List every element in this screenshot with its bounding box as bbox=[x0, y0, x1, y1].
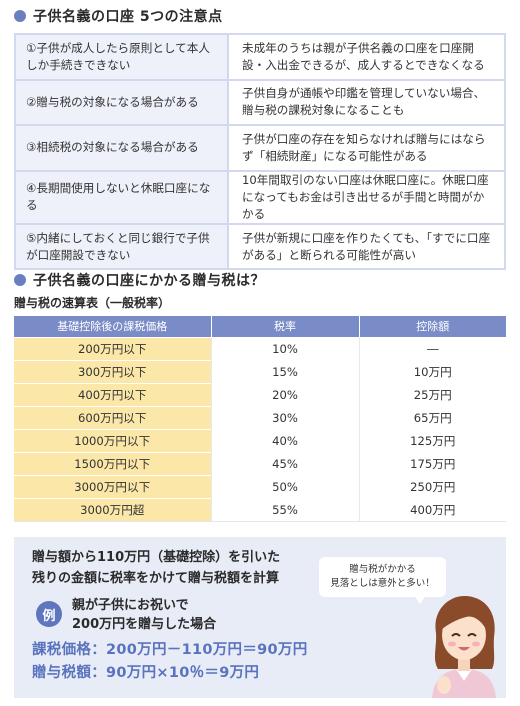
case-line: 親が子供にお祝いで bbox=[72, 598, 189, 613]
cell-amount: 3000万円超 bbox=[14, 498, 211, 523]
calc-tax-amount: 贈与税額：90万円×10％＝9万円 bbox=[32, 665, 260, 681]
caution-detail: 子供自身が通帳や印鑑を管理していない場合、贈与税の課税対象になることも bbox=[227, 78, 506, 127]
section-title: 子供名義の口座にかかる贈与税は？ bbox=[33, 273, 265, 289]
bullet-dot-icon bbox=[14, 274, 26, 286]
cell-amount: 1500万円以下 bbox=[14, 451, 211, 476]
example-box: 贈与額から110万円（基礎控除）を引いた 残りの金額に税率をかけて贈与税額を計算… bbox=[14, 537, 506, 698]
cell-rate: 45% bbox=[210, 451, 359, 476]
cell-deduction: 250万円 bbox=[358, 475, 506, 499]
table-row: 3000万円以下 50% 250万円 bbox=[14, 475, 506, 499]
caution-point: ④長期間使用しないと休眠口座になる bbox=[14, 169, 229, 225]
table-row: ④長期間使用しないと休眠口座になる 10年間取引のない口座は休眠口座に。休眠口座… bbox=[14, 169, 506, 225]
cell-amount: 600万円以下 bbox=[14, 405, 211, 430]
cell-amount: 300万円以下 bbox=[14, 359, 211, 384]
section-heading-cautions: 子供名義の口座 5つの注意点 bbox=[14, 6, 223, 26]
bullet-dot-icon bbox=[14, 10, 26, 22]
case-line: 200万円を贈与した場合 bbox=[72, 617, 217, 632]
table-row: ⑤内緒にしておくと同じ銀行で子供が口座開設できない 子供が新規に口座を作りたくて… bbox=[14, 222, 506, 271]
table-row: 400万円以下 20% 25万円 bbox=[14, 382, 506, 407]
table-subtitle: 贈与税の速算表（一般税率） bbox=[14, 296, 171, 310]
section-heading-gift-tax: 子供名義の口座にかかる贈与税は？ bbox=[14, 270, 265, 290]
caution-point: ⑤内緒にしておくと同じ銀行で子供が口座開設できない bbox=[14, 222, 229, 271]
column-header: 控除額 bbox=[358, 316, 506, 337]
speech-bubble: 贈与税がかかる 見落としは意外と多い！ bbox=[319, 557, 446, 597]
caution-table: ①子供が成人したら原則として本人しか手続きできない 未成年のうちは親が子供名義の… bbox=[14, 33, 506, 271]
cell-rate: 30% bbox=[210, 405, 359, 430]
bubble-line: 贈与税がかかる bbox=[349, 564, 416, 575]
table-header-row: 基礎控除後の課税価格 税率 控除額 bbox=[14, 316, 506, 337]
cell-deduction: 175万円 bbox=[358, 451, 506, 476]
speech-bubble-tail-icon bbox=[414, 595, 426, 604]
cell-deduction: 400万円 bbox=[358, 498, 506, 523]
intro-line: 贈与額から110万円（基礎控除）を引いた bbox=[32, 550, 281, 565]
table-row: 200万円以下 10% ― bbox=[14, 336, 506, 361]
cell-deduction: 25万円 bbox=[358, 382, 506, 407]
table-row: ③相続税の対象になる場合がある 子供が口座の存在を知らなければ贈与にはならず「相… bbox=[14, 124, 506, 172]
cell-rate: 20% bbox=[210, 382, 359, 407]
example-case: 親が子供にお祝いで 200万円を贈与した場合 bbox=[72, 596, 216, 634]
table-row: ②贈与税の対象になる場合がある 子供自身が通帳や印鑑を管理していない場合、贈与税… bbox=[14, 78, 506, 127]
cell-deduction: ― bbox=[358, 336, 506, 361]
caution-detail: 未成年のうちは親が子供名義の口座を口座開設・入出金できるが、成人するとできなくな… bbox=[227, 33, 506, 81]
table-row: 1500万円以下 45% 175万円 bbox=[14, 451, 506, 476]
column-header: 基礎控除後の課税価格 bbox=[14, 316, 211, 337]
caution-point: ③相続税の対象になる場合がある bbox=[14, 124, 229, 172]
cell-amount: 400万円以下 bbox=[14, 382, 211, 407]
caution-detail: 10年間取引のない口座は休眠口座に。休眠口座になってもお金は引き出せるが手間と時… bbox=[227, 169, 506, 225]
cell-amount: 1000万円以下 bbox=[14, 428, 211, 453]
caution-detail: 子供が新規に口座を作りたくても、「すでに口座がある」と断られる可能性が高い bbox=[227, 222, 506, 271]
caution-point: ②贈与税の対象になる場合がある bbox=[14, 78, 229, 127]
cell-deduction: 125万円 bbox=[358, 428, 506, 453]
cell-rate: 15% bbox=[210, 359, 359, 384]
table-row: ①子供が成人したら原則として本人しか手続きできない 未成年のうちは親が子供名義の… bbox=[14, 33, 506, 81]
example-intro: 贈与額から110万円（基礎控除）を引いた 残りの金額に税率をかけて贈与税額を計算 bbox=[32, 547, 280, 589]
cell-rate: 10% bbox=[210, 336, 359, 361]
caution-point: ①子供が成人したら原則として本人しか手続きできない bbox=[14, 33, 229, 81]
cell-deduction: 65万円 bbox=[358, 405, 506, 430]
section-title: 子供名義の口座 5つの注意点 bbox=[33, 9, 223, 25]
cell-rate: 55% bbox=[210, 498, 359, 523]
cell-amount: 200万円以下 bbox=[14, 336, 211, 361]
cell-amount: 3000万円以下 bbox=[14, 475, 211, 499]
caution-detail: 子供が口座の存在を知らなければ贈与にはならず「相続財産」になる可能性がある bbox=[227, 124, 506, 172]
bubble-line: 見落としは意外と多い！ bbox=[330, 578, 435, 589]
calc-taxable-value: 課税価格：200万円－110万円＝90万円 bbox=[32, 642, 308, 658]
table-row: 600万円以下 30% 65万円 bbox=[14, 405, 506, 430]
woman-illustration-icon bbox=[432, 595, 496, 698]
intro-line: 残りの金額に税率をかけて贈与税額を計算 bbox=[32, 571, 280, 586]
table-row: 3000万円超 55% 400万円 bbox=[14, 498, 506, 523]
gift-tax-table: 基礎控除後の課税価格 税率 控除額 200万円以下 10% ― 300万円以下 … bbox=[14, 316, 506, 523]
table-row: 1000万円以下 40% 125万円 bbox=[14, 428, 506, 453]
example-badge: 例 bbox=[36, 601, 62, 627]
column-header: 税率 bbox=[210, 316, 359, 337]
cell-rate: 50% bbox=[210, 475, 359, 499]
table-row: 300万円以下 15% 10万円 bbox=[14, 359, 506, 384]
cell-deduction: 10万円 bbox=[358, 359, 506, 384]
cell-rate: 40% bbox=[210, 428, 359, 453]
